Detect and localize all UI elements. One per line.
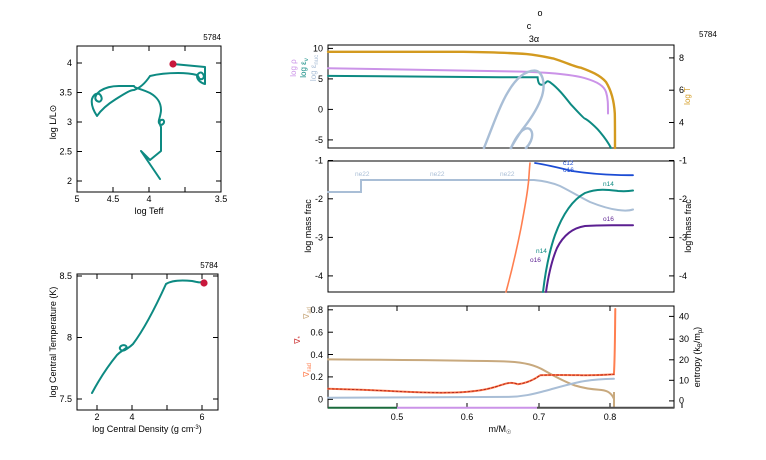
svg-text:5: 5 <box>318 74 323 84</box>
svg-text:-3: -3 <box>315 232 323 242</box>
svg-text:2.5: 2.5 <box>59 147 72 157</box>
svg-text:-4: -4 <box>679 271 687 281</box>
svg-text:o: o <box>537 8 542 18</box>
svg-text:0.6: 0.6 <box>310 328 323 338</box>
svg-text:5784: 5784 <box>203 33 221 42</box>
svg-text:8: 8 <box>679 53 684 63</box>
svg-text:3.5: 3.5 <box>59 88 72 98</box>
svg-text:2: 2 <box>94 412 99 422</box>
svg-text:5784: 5784 <box>200 261 218 270</box>
svg-text:0: 0 <box>318 105 323 115</box>
svg-text:3α: 3α <box>529 34 539 44</box>
svg-text:0.8: 0.8 <box>604 412 617 422</box>
svg-text:o16: o16 <box>563 167 574 174</box>
svg-text:10: 10 <box>313 44 323 54</box>
svg-text:6: 6 <box>199 412 204 422</box>
svg-text:log Teff: log Teff <box>135 206 164 216</box>
svg-text:0.5: 0.5 <box>391 412 404 422</box>
svg-text:2: 2 <box>67 176 72 186</box>
svg-text:4.5: 4.5 <box>107 194 120 204</box>
svg-text:o16: o16 <box>530 257 541 264</box>
svg-text:log mass frac: log mass frac <box>683 199 693 253</box>
svg-text:log Central Temperature (K): log Central Temperature (K) <box>48 287 58 398</box>
svg-text:4: 4 <box>146 194 151 204</box>
svg-text:-1: -1 <box>679 156 687 166</box>
svg-text:4: 4 <box>67 58 72 68</box>
svg-text:0.6: 0.6 <box>461 412 474 422</box>
svg-text:0.2: 0.2 <box>310 372 323 382</box>
svg-text:3.5: 3.5 <box>215 194 228 204</box>
svg-text:30: 30 <box>679 334 689 344</box>
svg-text:o16: o16 <box>603 216 614 223</box>
svg-text:0.7: 0.7 <box>533 412 546 422</box>
svg-text:5: 5 <box>74 194 79 204</box>
svg-text:log L/L⊙: log L/L⊙ <box>48 105 58 140</box>
svg-text:c: c <box>527 21 532 31</box>
svg-text:4: 4 <box>679 118 684 128</box>
svg-text:8.5: 8.5 <box>59 271 72 281</box>
svg-text:0: 0 <box>679 396 684 406</box>
svg-text:log ρ: log ρ <box>289 59 298 77</box>
svg-text:n14: n14 <box>603 181 614 188</box>
svg-text:ne22: ne22 <box>500 171 515 178</box>
svg-text:log mass frac: log mass frac <box>303 199 313 253</box>
svg-text:0: 0 <box>318 395 323 405</box>
svg-text:-1: -1 <box>315 156 323 166</box>
svg-text:ne22: ne22 <box>355 171 370 178</box>
svg-text:-2: -2 <box>315 194 323 204</box>
svg-text:c12: c12 <box>563 160 574 167</box>
svg-text:7.5: 7.5 <box>59 394 72 404</box>
svg-text:ne22: ne22 <box>430 171 445 178</box>
svg-text:10: 10 <box>679 375 689 385</box>
svg-text:0.4: 0.4 <box>310 350 323 360</box>
svg-text:40: 40 <box>679 312 689 322</box>
svg-text:3: 3 <box>67 117 72 127</box>
svg-text:-5: -5 <box>315 135 323 145</box>
svg-text:4: 4 <box>129 412 134 422</box>
svg-text:5784: 5784 <box>699 30 717 39</box>
svg-text:log T: log T <box>683 87 692 105</box>
svg-text:-4: -4 <box>315 271 323 281</box>
svg-text:8: 8 <box>67 333 72 343</box>
svg-text:log Central Density (g cm-3): log Central Density (g cm-3) <box>92 424 201 434</box>
svg-text:n14: n14 <box>536 248 547 255</box>
svg-text:20: 20 <box>679 355 689 365</box>
